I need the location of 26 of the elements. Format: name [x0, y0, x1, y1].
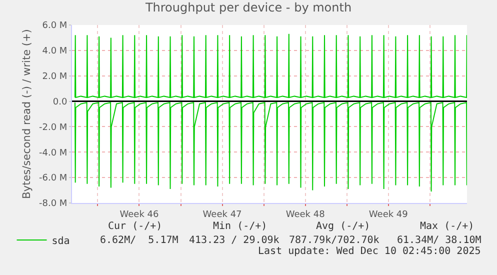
- text: Min (-/+): [213, 221, 268, 232]
- x-tick-label: Week 46: [120, 210, 159, 220]
- line-series: [74, 33, 467, 98]
- y-tick-label: -6.0 M: [39, 174, 68, 184]
- x-tick-label: Week 48: [286, 210, 326, 220]
- y-tick-label: 0.0: [52, 97, 68, 108]
- text: 61.34M/ 38.10M: [397, 235, 482, 246]
- text: 413.23 / 29.09k: [189, 235, 280, 246]
- y-tick-label: -4.0 M: [39, 148, 68, 158]
- text: Max (-/+): [420, 221, 474, 232]
- text: Last update: Wed Dec 10 02:45:00 2025: [258, 246, 481, 257]
- y-axis-title: Bytes/second read (-) / write (+): [20, 29, 33, 199]
- text: Cur (-/+): [108, 221, 162, 232]
- chart-title: Throughput per device - by month: [144, 0, 352, 14]
- text: Avg (-/+): [316, 221, 370, 232]
- y-tick-label: -2.0 M: [39, 122, 68, 133]
- y-tick-label: -8.0 M: [39, 199, 68, 210]
- y-tick-label: 2.0 M: [42, 72, 68, 82]
- text: 6.62M/ 5.17M: [100, 235, 178, 246]
- legend-label: sda: [52, 236, 70, 247]
- line-series: [74, 102, 467, 192]
- y-tick-label: 4.0 M: [42, 46, 68, 57]
- y-tick-label: 6.0 M: [42, 21, 68, 32]
- x-tick-label: Week 49: [368, 210, 408, 220]
- x-tick-label: Week 47: [202, 210, 242, 220]
- text: 787.79k/702.70k: [289, 235, 380, 246]
